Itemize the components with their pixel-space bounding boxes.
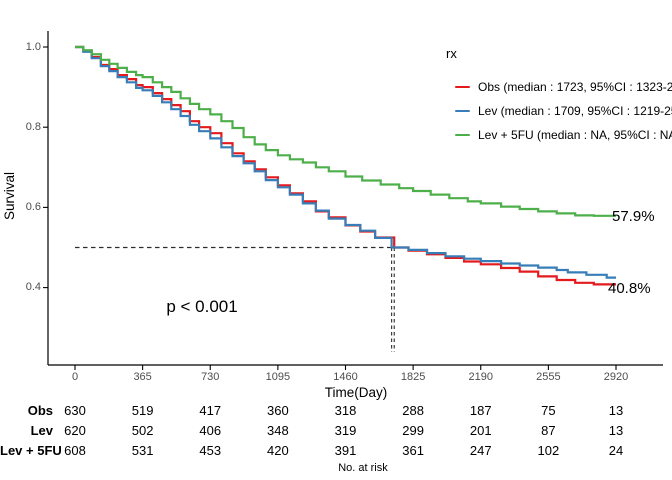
x-tick-label: 365 xyxy=(133,371,152,383)
risk-cell: 299 xyxy=(402,423,424,438)
y-tick-label: 0.8 xyxy=(25,120,41,133)
risk-cell: 417 xyxy=(199,403,222,418)
lev5fu-line-key-icon xyxy=(455,133,470,137)
risk-cell: 608 xyxy=(64,443,86,458)
legend-item-label: Lev + 5FU (median : NA, 95%CI : NA-N xyxy=(478,128,672,142)
risk-cell: 24 xyxy=(608,443,624,458)
risk-cell: 318 xyxy=(334,403,357,418)
risk-cell: 13 xyxy=(608,423,624,438)
risk-cell: 319 xyxy=(334,423,357,438)
x-axis-title: Time(Day) xyxy=(324,385,388,400)
risk-cell: 620 xyxy=(64,423,86,438)
risk-cell: 630 xyxy=(64,403,86,418)
risk-cell: 201 xyxy=(469,423,492,438)
y-axis-title: Survival xyxy=(2,172,17,221)
x-tick-label: 2190 xyxy=(468,371,493,383)
risk-cell: 75 xyxy=(541,403,556,418)
risk-row-label: Lev xyxy=(30,423,53,438)
risk-cell: 519 xyxy=(131,403,154,418)
risk-cell: 420 xyxy=(267,443,289,458)
obs-line-key-icon xyxy=(455,85,470,89)
risk-cell: 360 xyxy=(267,403,289,418)
risk-cell: 87 xyxy=(541,423,556,438)
y-tick-label: 0.4 xyxy=(25,281,41,294)
risk-cell: 502 xyxy=(131,423,154,438)
risk-cell: 288 xyxy=(402,403,424,418)
x-tick-label: 730 xyxy=(201,371,220,383)
risk-cell: 247 xyxy=(469,443,492,458)
lev-line-key-icon xyxy=(455,109,470,113)
risk-table-caption: No. at risk xyxy=(338,462,388,474)
risk-cell: 361 xyxy=(402,443,424,458)
legend-title: rx xyxy=(446,46,457,61)
risk-cell: 348 xyxy=(267,423,289,438)
x-tick-label: 0 xyxy=(71,371,79,383)
risk-cell: 102 xyxy=(537,443,560,458)
y-tick-label: 0.6 xyxy=(25,200,41,213)
risk-cell: 531 xyxy=(131,443,154,458)
risk-cell: 406 xyxy=(199,423,222,438)
survival-curve-lev-5fu xyxy=(75,45,616,217)
x-tick-label: 1460 xyxy=(333,371,358,383)
legend-item-lev: Lev (median : 1709, 95%CI : 1219-25 xyxy=(455,102,672,120)
risk-cell: 453 xyxy=(199,443,222,458)
risk-cell: 391 xyxy=(334,443,357,458)
x-tick-label: 2920 xyxy=(603,371,629,383)
endpoint-label-lev5fu: 57.9% xyxy=(612,208,655,225)
risk-cell: 187 xyxy=(469,403,492,418)
x-tick-label: 1825 xyxy=(400,371,426,383)
endpoint-label-obs: 40.8% xyxy=(608,280,651,297)
legend-item-label: Obs (median : 1723, 95%CI : 1323-23 xyxy=(478,80,672,94)
y-tick-label: 1.0 xyxy=(25,40,41,53)
x-tick-label: 1095 xyxy=(265,371,291,383)
x-tick-label: 2555 xyxy=(536,371,561,383)
legend-item-label: Lev (median : 1709, 95%CI : 1219-25 xyxy=(478,104,672,118)
pvalue-annotation: p < 0.001 xyxy=(166,297,238,316)
survival-curve-lev xyxy=(75,45,616,279)
risk-cell: 13 xyxy=(608,403,624,418)
risk-row-label: Lev + 5FU xyxy=(0,443,62,458)
legend-item-lev5fu: Lev + 5FU (median : NA, 95%CI : NA-N xyxy=(455,126,672,144)
risk-row-label: Obs xyxy=(27,403,53,418)
legend-item-obs: Obs (median : 1723, 95%CI : 1323-23 xyxy=(455,78,672,96)
